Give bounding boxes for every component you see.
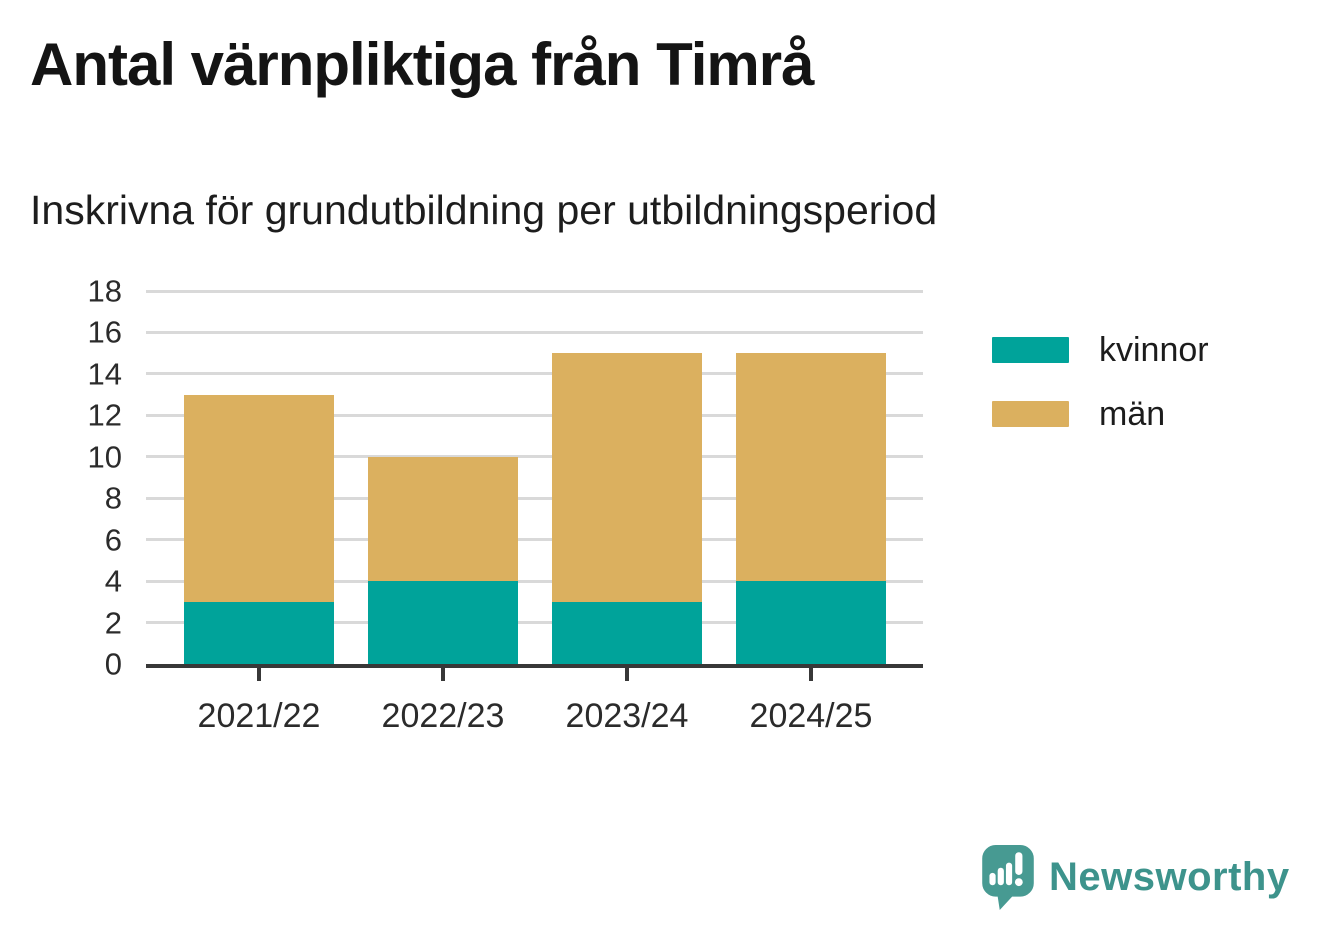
y-tick-label: 8 — [104, 480, 122, 516]
legend: kvinnor män — [992, 333, 1209, 461]
x-axis-tick — [257, 668, 261, 681]
bar-segment-män — [368, 456, 518, 582]
bar-segment-män — [552, 353, 702, 602]
gridline-8 — [146, 496, 923, 500]
x-tick-label: 2021/22 — [197, 697, 321, 735]
bar-segment-män — [184, 394, 334, 602]
gridline-16 — [146, 330, 923, 334]
x-tick-label: 2024/25 — [749, 697, 873, 735]
chart-subtitle: Inskrivna för grundutbildning per utbild… — [30, 187, 938, 233]
bar-segment-kvinnor — [368, 581, 518, 664]
bar-segment-kvinnor — [736, 581, 886, 664]
gridline-10 — [146, 455, 923, 459]
plot-area — [146, 289, 923, 668]
y-tick-label: 16 — [87, 314, 122, 350]
chart-title: Antal värnpliktiga från Timrå — [30, 31, 814, 98]
x-axis-tick — [625, 668, 629, 681]
legend-swatch-kvinnor — [992, 337, 1069, 363]
x-tick-label: 2023/24 — [565, 697, 689, 735]
newsworthy-logo-icon — [982, 845, 1034, 910]
y-tick-label: 2 — [104, 605, 122, 641]
legend-label: män — [1099, 395, 1166, 433]
bar-segment-kvinnor — [552, 601, 702, 664]
branding-name: Newsworthy — [1049, 855, 1290, 899]
gridline-14 — [146, 372, 923, 376]
gridline-18 — [146, 289, 923, 293]
y-tick-label: 6 — [104, 522, 122, 558]
bar-segment-kvinnor — [184, 601, 334, 664]
x-axis-tick — [441, 668, 445, 681]
y-tick-label: 18 — [87, 273, 122, 309]
bar-segment-män — [736, 353, 886, 582]
y-tick-label: 10 — [87, 439, 122, 475]
gridline-2 — [146, 621, 923, 625]
y-tick-label: 12 — [87, 397, 122, 433]
y-tick-label: 4 — [104, 563, 122, 599]
gridline-6 — [146, 538, 923, 542]
y-tick-label: 0 — [104, 646, 122, 682]
legend-label: kvinnor — [1099, 331, 1209, 369]
y-tick-label: 14 — [87, 356, 122, 392]
branding: Newsworthy — [981, 844, 1290, 910]
legend-item-kvinnor: kvinnor — [992, 333, 1209, 367]
x-axis-tick — [809, 668, 813, 681]
gridline-4 — [146, 579, 923, 583]
x-tick-label: 2022/23 — [381, 697, 505, 735]
gridline-12 — [146, 413, 923, 417]
legend-item-män: män — [992, 397, 1209, 431]
legend-swatch-män — [992, 401, 1069, 427]
